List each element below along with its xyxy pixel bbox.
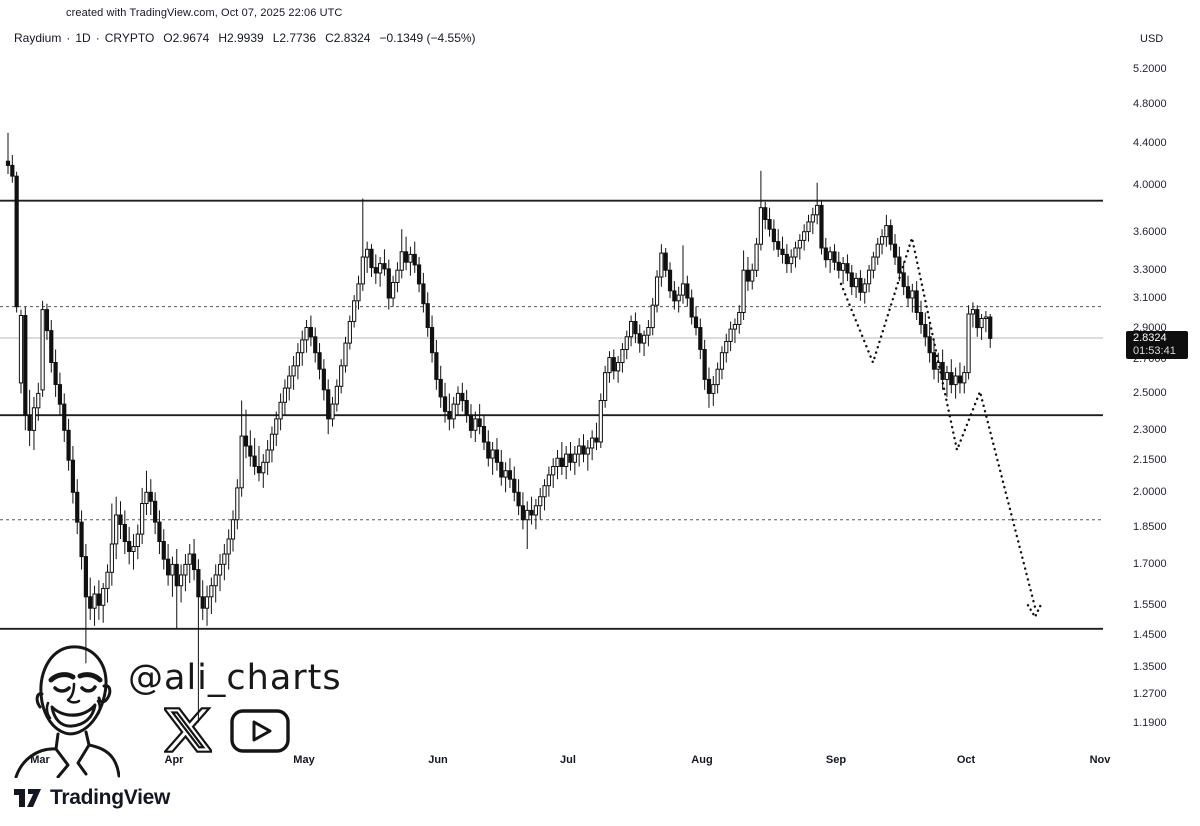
change-value: −0.1349 (−4.55%) <box>379 31 476 45</box>
time-axis-label: Aug <box>691 754 713 766</box>
projection-path[interactable] <box>839 233 1038 613</box>
price-axis-label: 2.0000 <box>1133 486 1167 498</box>
time-axis-label: Sep <box>825 754 847 766</box>
price-axis-label: 1.4500 <box>1133 629 1167 641</box>
price-axis-label: 1.2700 <box>1133 688 1167 700</box>
bar-countdown: 01:53:41 <box>1133 345 1176 357</box>
price-axis-label: 1.5500 <box>1133 599 1167 611</box>
youtube-logo-icon <box>230 709 290 753</box>
currency-label: USD <box>1140 33 1164 45</box>
tradingview-logo[interactable]: TradingView <box>12 786 170 810</box>
price-axis[interactable]: USD 5.2000 4.8000 4.4000 4.0000 3.6000 3.3000… <box>1113 0 1200 826</box>
last-price-value: 2.8324 <box>1133 332 1167 344</box>
projection-arrowhead-icon <box>1026 601 1044 620</box>
last-price-badge: 2.8324 01:53:41 <box>1126 331 1188 359</box>
time-axis[interactable]: Mar Apr May Jun Jul Aug Sep Oct Nov <box>0 752 1113 770</box>
price-axis-label: 4.8000 <box>1133 98 1167 110</box>
time-axis-label: Mar <box>30 754 50 766</box>
close-value: C2.8324 <box>325 31 371 45</box>
price-axis-label: 1.1900 <box>1133 717 1167 729</box>
interval-label[interactable]: 1D <box>75 31 91 45</box>
high-value: H2.9939 <box>218 31 264 45</box>
symbol-name[interactable]: Raydium <box>14 31 62 45</box>
x-logo-icon <box>164 707 212 753</box>
time-axis-label: Jul <box>560 754 576 766</box>
time-axis-label: Jun <box>428 754 448 766</box>
time-axis-label: Nov <box>1089 754 1111 766</box>
watermark-face-icon <box>14 645 120 778</box>
price-axis-label: 3.1000 <box>1133 292 1167 304</box>
time-axis-label: Apr <box>164 754 184 766</box>
price-axis-label: 1.7000 <box>1133 558 1167 570</box>
creation-note: created with TradingView.com, Oct 07, 20… <box>66 7 343 19</box>
price-axis-label: 4.0000 <box>1133 179 1167 191</box>
exchange-label: CRYPTO <box>104 31 155 45</box>
price-axis-label: 5.2000 <box>1133 63 1167 75</box>
price-axis-label: 2.5000 <box>1133 387 1167 399</box>
time-axis-label: Oct <box>956 754 976 766</box>
watermark-handle: @ali_charts <box>128 658 342 698</box>
time-axis-label: May <box>293 754 315 766</box>
tradingview-wordmark: TradingView <box>50 786 171 809</box>
legend-separator: · <box>95 31 100 45</box>
chart-legend: Raydium · 1D · CRYPTO O2.9674 H2.9939 L2… <box>14 31 476 45</box>
price-axis-label: 2.3000 <box>1133 424 1167 436</box>
price-axis-label: 1.3500 <box>1133 661 1167 673</box>
open-value: O2.9674 <box>163 31 210 45</box>
tradingview-mark-icon <box>14 789 41 807</box>
price-axis-label: 1.8500 <box>1133 521 1167 533</box>
price-axis-label: 3.6000 <box>1133 226 1167 238</box>
legend-separator: · <box>66 31 71 45</box>
price-axis-label: 3.3000 <box>1133 264 1167 276</box>
candles <box>5 132 993 723</box>
price-axis-label: 4.4000 <box>1133 137 1167 149</box>
low-value: L2.7736 <box>272 31 317 45</box>
price-axis-label: 2.1500 <box>1133 454 1167 466</box>
